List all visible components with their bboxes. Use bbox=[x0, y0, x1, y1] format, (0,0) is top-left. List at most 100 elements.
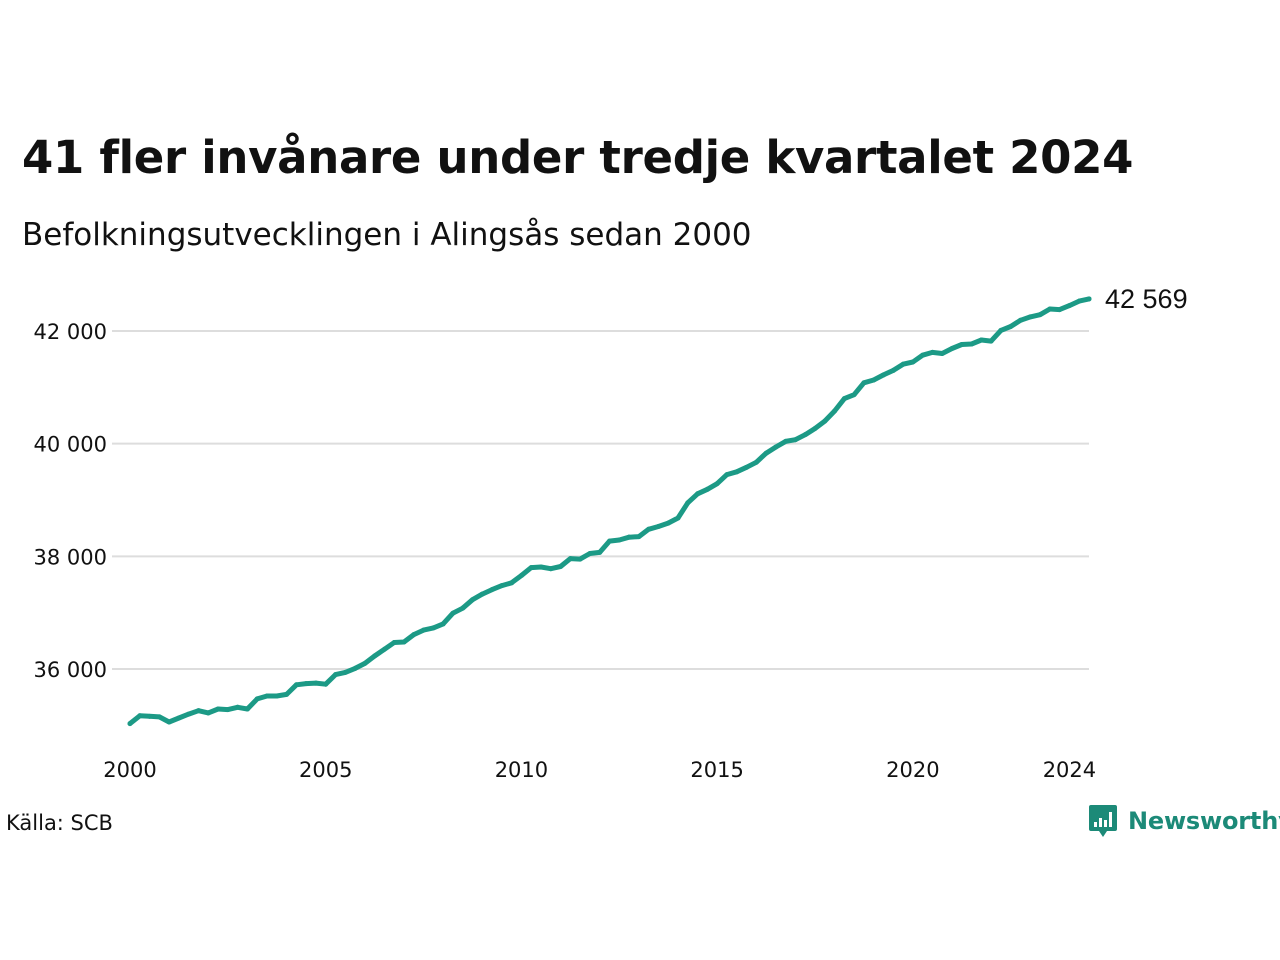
data-point bbox=[430, 625, 436, 631]
y-axis-ticks: 36 000 38 000 40 000 42 000 bbox=[34, 320, 107, 682]
data-point bbox=[235, 704, 241, 710]
brand-name: Newsworthy bbox=[1128, 807, 1280, 835]
data-point bbox=[391, 640, 397, 646]
data-point bbox=[1037, 312, 1043, 318]
data-point bbox=[812, 425, 818, 431]
data-point bbox=[421, 627, 427, 633]
x-axis-ticks: 2000 2005 2010 2015 2020 2024 bbox=[103, 758, 1096, 782]
data-point bbox=[489, 587, 495, 593]
data-point bbox=[959, 342, 965, 348]
data-point bbox=[558, 563, 564, 569]
data-point bbox=[949, 345, 955, 351]
data-point bbox=[1027, 314, 1033, 320]
data-point bbox=[509, 580, 515, 586]
data-point bbox=[411, 632, 417, 638]
data-point bbox=[841, 396, 847, 402]
data-point bbox=[832, 408, 838, 414]
end-value-label: 42 569 bbox=[1105, 284, 1188, 314]
data-point bbox=[567, 556, 573, 562]
data-point bbox=[470, 597, 475, 603]
data-point bbox=[372, 653, 378, 659]
data-point bbox=[920, 352, 926, 358]
chart-subtitle: Befolkningsutvecklingen i Alingsås sedan… bbox=[22, 217, 752, 253]
data-point bbox=[176, 715, 182, 721]
data-point bbox=[293, 682, 299, 688]
data-point bbox=[450, 610, 456, 616]
data-point bbox=[205, 710, 211, 716]
data-point bbox=[851, 392, 857, 398]
data-point bbox=[704, 486, 710, 492]
data-point bbox=[127, 721, 133, 727]
data-point bbox=[225, 707, 231, 713]
x-tick-label: 2010 bbox=[495, 758, 548, 782]
data-point bbox=[744, 464, 749, 470]
data-point bbox=[196, 708, 201, 714]
data-point bbox=[822, 418, 828, 424]
data-point bbox=[792, 437, 798, 443]
data-point bbox=[264, 693, 270, 699]
data-point bbox=[284, 691, 290, 697]
x-tick-label: 2000 bbox=[103, 758, 156, 782]
data-point bbox=[871, 377, 877, 383]
source-note: Källa: SCB bbox=[6, 811, 113, 835]
data-point bbox=[685, 500, 691, 506]
data-point bbox=[147, 713, 153, 719]
chart-title: 41 fler invånare under tredje kvartalet … bbox=[22, 131, 1134, 184]
data-point bbox=[303, 681, 309, 687]
data-point bbox=[313, 680, 319, 686]
data-point bbox=[1008, 323, 1014, 329]
x-tick-label: 2005 bbox=[299, 758, 352, 782]
data-point bbox=[783, 438, 789, 444]
data-point bbox=[910, 359, 916, 365]
data-point bbox=[626, 534, 632, 540]
data-point bbox=[518, 572, 524, 578]
data-point bbox=[460, 605, 466, 611]
data-point bbox=[479, 591, 485, 597]
data-point bbox=[900, 361, 906, 367]
data-point bbox=[665, 520, 671, 526]
data-point bbox=[1057, 307, 1063, 313]
data-point bbox=[137, 713, 143, 719]
data-point bbox=[861, 380, 867, 386]
data-point bbox=[763, 450, 769, 456]
brand-logo[interactable]: Newsworthy bbox=[1088, 803, 1280, 839]
data-point bbox=[499, 583, 505, 589]
data-point bbox=[362, 660, 368, 666]
population-line bbox=[127, 296, 1092, 727]
data-point bbox=[646, 526, 652, 532]
data-point bbox=[773, 444, 779, 450]
data-point bbox=[978, 337, 984, 343]
data-point bbox=[597, 549, 603, 555]
data-point bbox=[988, 338, 994, 344]
data-point bbox=[381, 646, 387, 652]
data-point bbox=[939, 351, 945, 357]
y-tick-label: 38 000 bbox=[34, 545, 107, 569]
data-point bbox=[538, 564, 544, 570]
data-point bbox=[401, 639, 407, 645]
data-point bbox=[1018, 317, 1023, 323]
data-point bbox=[274, 693, 280, 699]
x-tick-label: 2020 bbox=[886, 758, 939, 782]
data-point bbox=[254, 696, 260, 702]
data-point bbox=[333, 672, 338, 678]
data-point bbox=[215, 706, 221, 712]
data-point bbox=[244, 706, 250, 712]
data-point bbox=[1047, 306, 1053, 312]
data-point bbox=[323, 681, 329, 687]
data-series bbox=[127, 296, 1092, 727]
data-point bbox=[440, 621, 446, 627]
data-point bbox=[998, 327, 1004, 333]
gridlines bbox=[112, 330, 1089, 670]
data-point bbox=[655, 523, 661, 529]
data-point bbox=[1086, 296, 1092, 302]
data-point bbox=[724, 472, 730, 478]
data-point bbox=[342, 669, 348, 675]
data-point bbox=[753, 459, 759, 465]
data-point bbox=[636, 534, 642, 540]
data-point bbox=[881, 372, 886, 378]
data-point bbox=[548, 566, 554, 572]
y-tick-label: 40 000 bbox=[34, 433, 107, 457]
y-tick-label: 42 000 bbox=[34, 320, 107, 344]
data-point bbox=[1066, 303, 1072, 309]
